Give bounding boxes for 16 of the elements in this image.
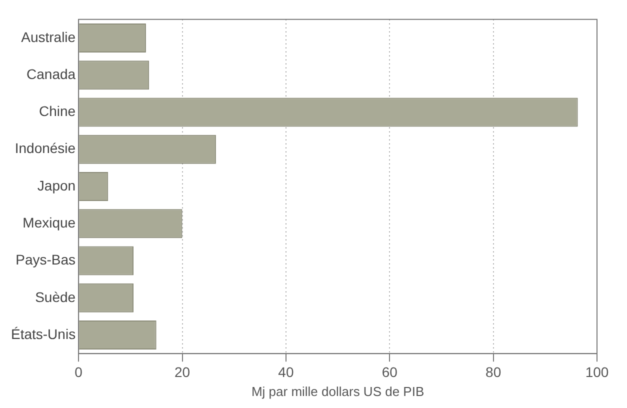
y-tick-label: États-Unis	[10, 326, 76, 342]
y-tick-label: Pays-Bas	[16, 252, 76, 268]
x-tick-label: 40	[278, 364, 294, 380]
x-tick-label: 100	[585, 364, 609, 380]
x-tick-label: 80	[486, 364, 502, 380]
x-axis-title: Mj par mille dollars US de PIB	[251, 384, 424, 399]
x-tick-label: 20	[174, 364, 190, 380]
y-tick-label: Australie	[21, 28, 76, 45]
y-tick-label: Chine	[38, 103, 76, 120]
x-tick-label: 60	[382, 364, 398, 380]
x-tick-label: 0	[74, 364, 83, 380]
y-tick-label: Suède	[35, 288, 76, 305]
y-tick-label: Japon	[37, 177, 76, 194]
y-tick-label: Mexique	[22, 214, 76, 230]
y-tick-label: Indonésie	[14, 140, 76, 156]
y-tick-label: Canada	[26, 66, 76, 82]
